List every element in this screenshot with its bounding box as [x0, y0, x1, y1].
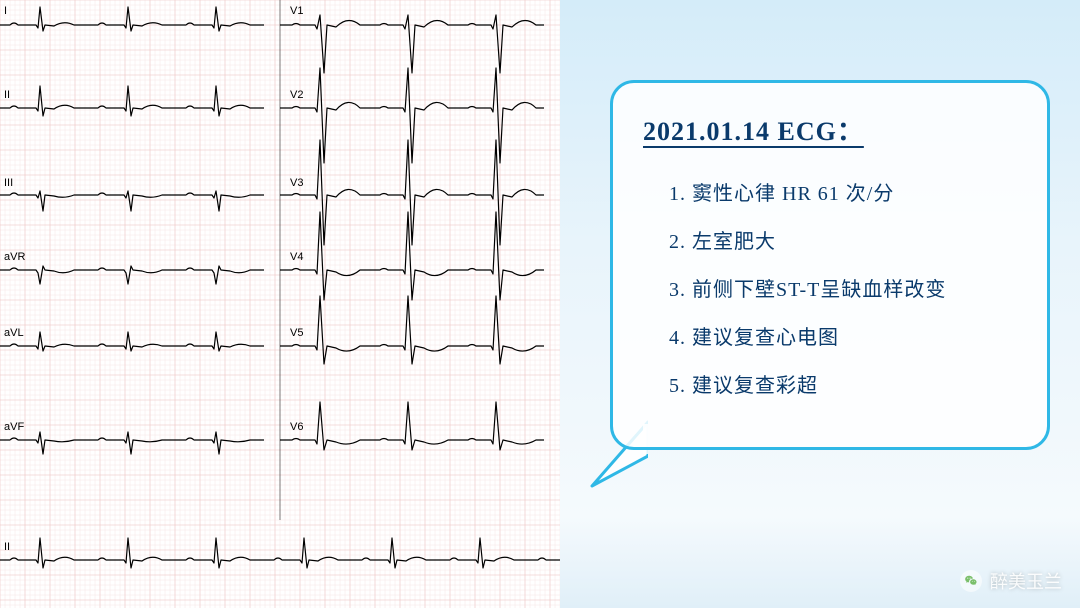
wechat-icon: [960, 570, 982, 592]
lead-label: II: [4, 541, 10, 553]
lead-label: V4: [290, 251, 303, 263]
report-item: 4. 建议复查心电图: [669, 314, 1017, 362]
ecg-trace: IIIIIIaVRaVLaVFIIV1V2V3V4V5V6: [0, 0, 560, 608]
report-item: 1. 窦性心律 HR 61 次/分: [669, 170, 1017, 218]
watermark: 醉美玉兰: [960, 568, 1062, 594]
watermark-text: 醉美玉兰: [990, 568, 1062, 594]
lead-label: aVR: [4, 251, 25, 263]
report-list: 1. 窦性心律 HR 61 次/分2. 左室肥大3. 前侧下壁ST-T呈缺血样改…: [643, 170, 1017, 410]
report-item: 2. 左室肥大: [669, 218, 1017, 266]
report-item: 3. 前侧下壁ST-T呈缺血样改变: [669, 266, 1017, 314]
lead-label: V1: [290, 5, 303, 17]
ecg-panel: IIIIIIaVRaVLaVFIIV1V2V3V4V5V6: [0, 0, 560, 608]
lead-label: aVF: [4, 421, 24, 433]
lead-label: II: [4, 89, 10, 101]
report-title: 2021.01.14 ECG：: [643, 111, 1017, 148]
lead-label: V5: [290, 327, 303, 339]
lead-label: aVL: [4, 327, 24, 339]
ecg-report-bubble: 2021.01.14 ECG： 1. 窦性心律 HR 61 次/分2. 左室肥大…: [610, 80, 1050, 450]
lead-label: V3: [290, 177, 303, 189]
report-item: 5. 建议复查彩超: [669, 362, 1017, 410]
lead-label: I: [4, 5, 7, 17]
lead-label: V2: [290, 89, 303, 101]
lead-label: V6: [290, 421, 303, 433]
lead-label: III: [4, 177, 13, 189]
